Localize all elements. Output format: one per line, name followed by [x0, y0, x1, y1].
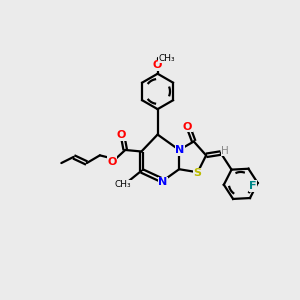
Text: N: N — [175, 145, 184, 155]
Text: O: O — [183, 122, 192, 132]
Text: O: O — [107, 157, 117, 166]
Text: methoxy: methoxy — [162, 58, 168, 59]
Text: F: F — [249, 181, 257, 191]
Text: N: N — [158, 177, 168, 187]
Text: H: H — [221, 146, 229, 156]
Text: O: O — [117, 130, 126, 140]
Text: CH₃: CH₃ — [158, 54, 175, 63]
Text: CH₃: CH₃ — [115, 180, 131, 189]
Text: S: S — [194, 168, 202, 178]
Text: O: O — [153, 60, 162, 70]
